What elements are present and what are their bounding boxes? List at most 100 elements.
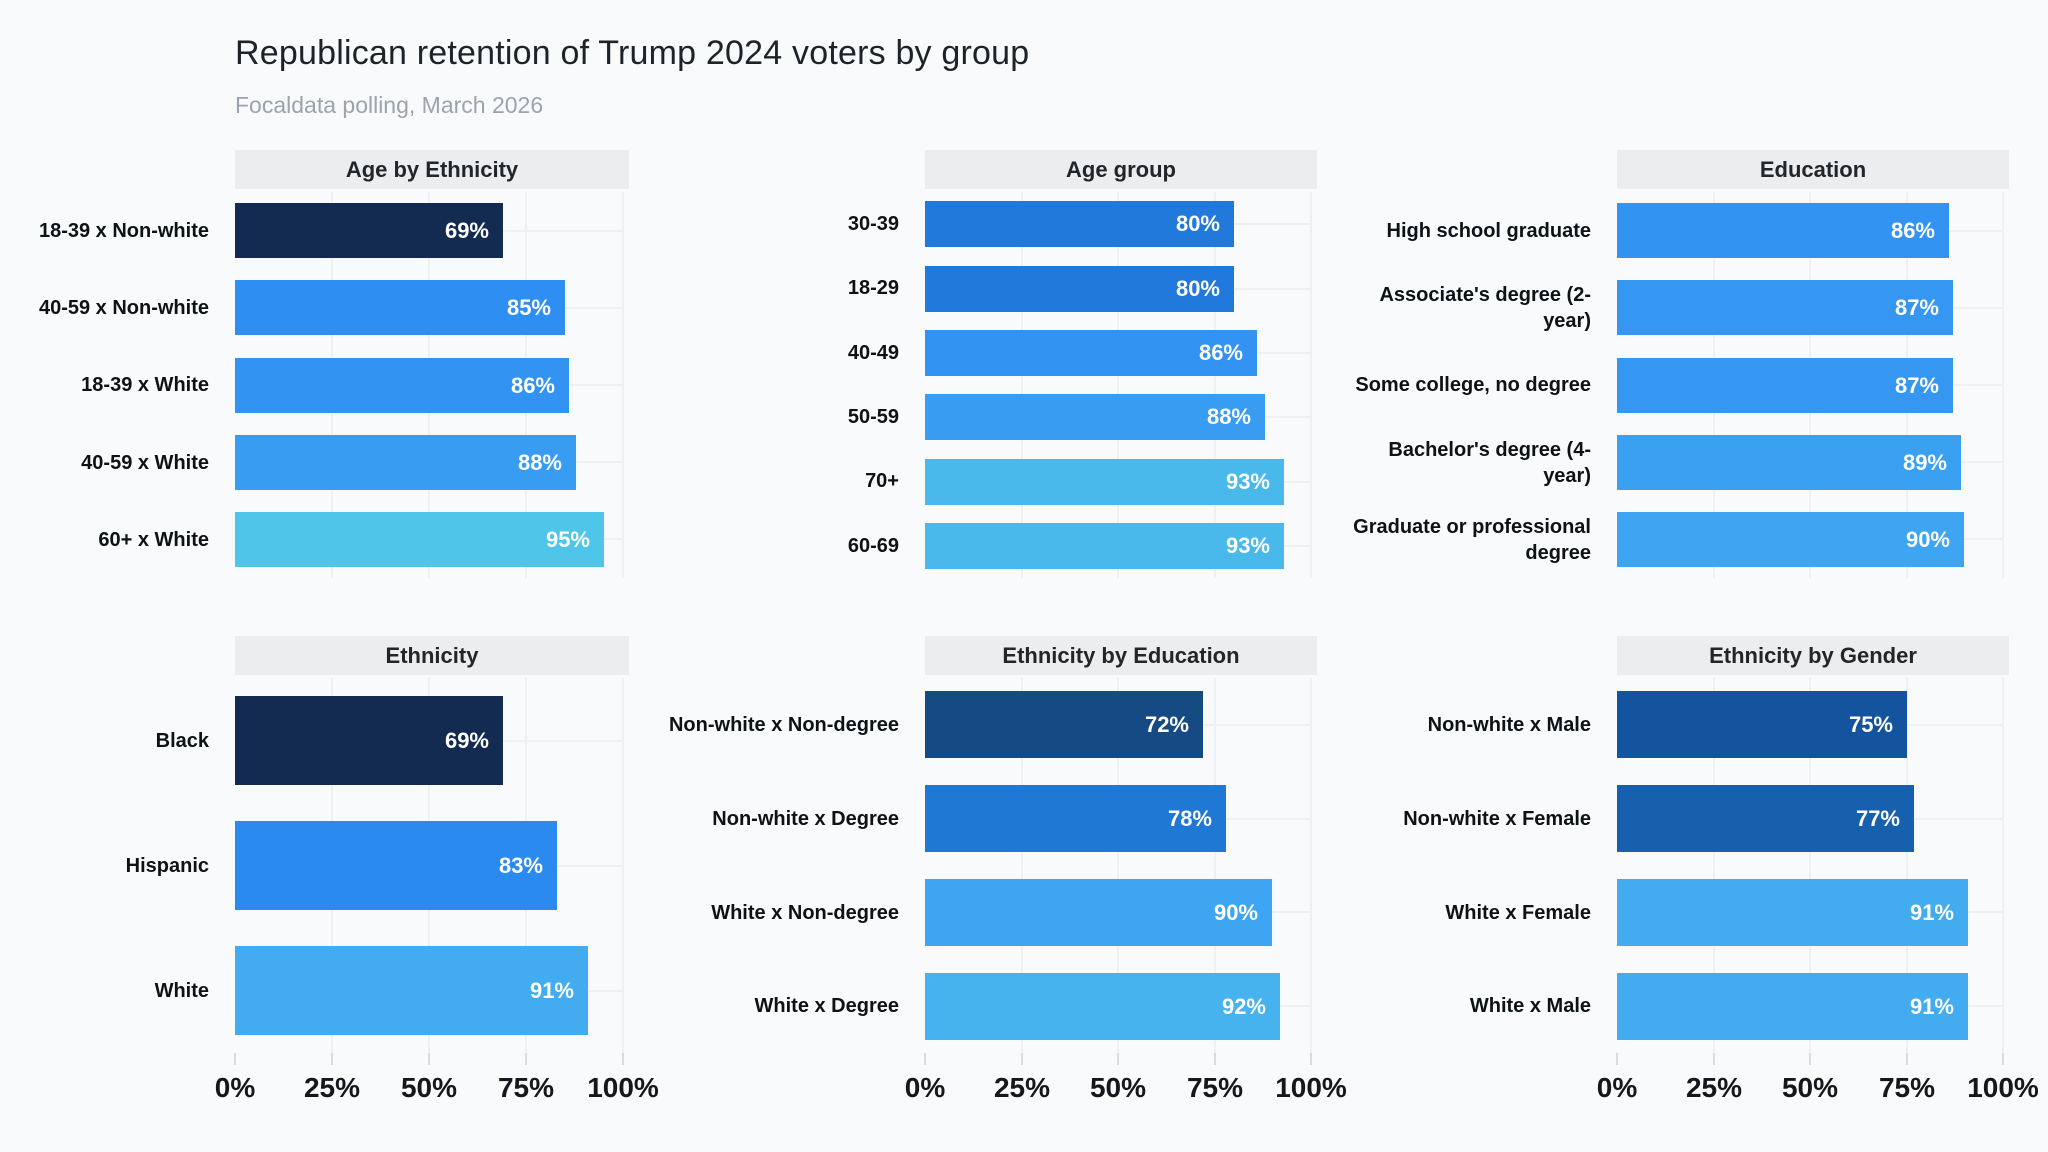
plot-area: 72% 78% 90% 92% [925,678,1312,1053]
category-label: 70+ [865,470,899,492]
bar: 69% [235,696,503,785]
bar-value-label: 88% [1206,404,1251,429]
bar-value-label: 77% [1855,805,1900,831]
bar-value-label: 69% [444,727,489,753]
gridline-vertical [1214,192,1216,578]
category-label: 40-49 [847,342,899,364]
category-label: Some college, no degree [1355,373,1591,396]
category-labels: Black Hispanic White [0,678,235,1053]
bar-value-label: 85% [506,294,551,320]
panel-header: Ethnicity by Gender [1617,636,2009,675]
category-label: 40-59 x Non-white [38,296,209,319]
bar: 86% [925,330,1257,376]
bar-value-label: 75% [1848,711,1893,737]
axis-tick [1214,1053,1216,1065]
axis-tick-label: 0% [214,1072,256,1103]
gridline-vertical [1021,192,1023,578]
gridline-vertical [1310,678,1312,1053]
bar: 83% [235,821,557,910]
category-labels: 30-39 18-29 40-49 50-59 70+ 60-69 [620,192,925,578]
axis-tick-label: 50% [1781,1072,1839,1103]
panel-header: Age group [925,150,1317,189]
bar-value-label: 86% [1890,217,1935,243]
category-label: 60-69 [847,535,899,557]
axis-tick-label: 0% [904,1072,946,1103]
bar-value-label: 90% [1905,526,1950,552]
axis-tick-label: 100% [1967,1072,2039,1103]
plot-area: 69% 83% 91% [235,678,624,1053]
panel-age-by-ethnicity: Age by Ethnicity 18-39 x Non-white 40-59 … [0,150,629,578]
gridline-vertical [1117,192,1119,578]
category-label: 18-39 x Non-white [38,219,209,242]
bar-value-label: 87% [1894,294,1939,320]
gridline-vertical [622,678,624,1053]
panel-education: Education High school graduate Associate'… [1300,150,2009,578]
category-label: 60+ x White [98,528,209,551]
bar-value-label: 93% [1225,533,1270,558]
bar-value-label: 86% [1198,340,1243,365]
axis-tick-label: 75% [1878,1072,1936,1103]
bar-value-label: 93% [1225,469,1270,494]
category-labels: Non-white x Non-degree Non-white x Degree… [620,678,925,1053]
bar-value-label: 69% [444,217,489,243]
axis-tick [1117,1053,1119,1065]
axis-tick [331,1053,333,1065]
panel-header: Education [1617,150,2009,189]
bar: 89% [1617,435,1961,490]
bar: 91% [1617,973,1968,1040]
category-label: Hispanic [125,854,209,877]
category-label: Bachelor's degree (4-year) [1388,438,1591,487]
axis-tick-label: 25% [1685,1072,1743,1103]
bar: 75% [1617,691,1907,758]
bar-value-label: 78% [1167,805,1212,831]
bar: 91% [1617,879,1968,946]
bar: 90% [925,879,1272,946]
category-label: White x Degree [754,995,899,1017]
plot-area: 80% 80% 86% 88% 93% 93% [925,192,1312,578]
axis-tick [1906,1053,1908,1065]
bar: 87% [1617,280,1953,335]
axis-tick [1713,1053,1715,1065]
axis-tick-label: 50% [1089,1072,1147,1103]
page-title: Republican retention of Trump 2024 voter… [235,34,1030,72]
bar-value-label: 87% [1894,372,1939,398]
plot-area: 69% 85% 86% 88% 95% [235,192,624,578]
bar: 91% [235,946,588,1035]
bar: 86% [1617,203,1949,258]
axis-tick-label: 25% [303,1072,361,1103]
axis-tick-label: 25% [993,1072,1051,1103]
axis-tick [622,1053,624,1065]
bar: 69% [235,203,503,258]
axis-tick [2002,1053,2004,1065]
gridline-vertical [622,192,624,578]
bar-value-label: 72% [1144,711,1189,737]
axis-tick-label: 100% [587,1072,659,1103]
gridline-vertical [1310,192,1312,578]
bar: 77% [1617,785,1914,852]
panel-ethnicity: Ethnicity Black Hispanic White 69% 83% 91% [0,636,629,1053]
category-label: 50-59 [847,406,899,428]
bar-value-label: 91% [1909,993,1954,1019]
category-label: 18-29 [847,277,899,299]
category-label: White x Female [1445,902,1591,924]
panel-header: Ethnicity [235,636,629,675]
category-label: Black [155,729,209,752]
plot-area: 75% 77% 91% 91% [1617,678,2004,1053]
bar-value-label: 89% [1902,449,1947,475]
axis-tick [1310,1053,1312,1065]
category-label: White [154,979,209,1002]
panel-age-group: Age group 30-39 18-29 40-49 50-59 70+ 60-69 8… [620,150,1317,578]
bar: 95% [235,512,604,567]
bar-value-label: 80% [1175,276,1220,301]
bar: 93% [925,459,1284,505]
category-label: White x Non-degree [711,902,899,924]
axis-tick [1021,1053,1023,1065]
category-label: Non-white x Degree [712,808,899,830]
gridline-vertical [1214,678,1216,1053]
bar-value-label: 91% [529,977,574,1003]
bar-value-label: 86% [510,372,555,398]
plot-area: 86% 87% 87% 89% 90% [1617,192,2004,578]
bar-value-label: 95% [545,526,590,552]
bar-value-label: 90% [1213,899,1258,925]
